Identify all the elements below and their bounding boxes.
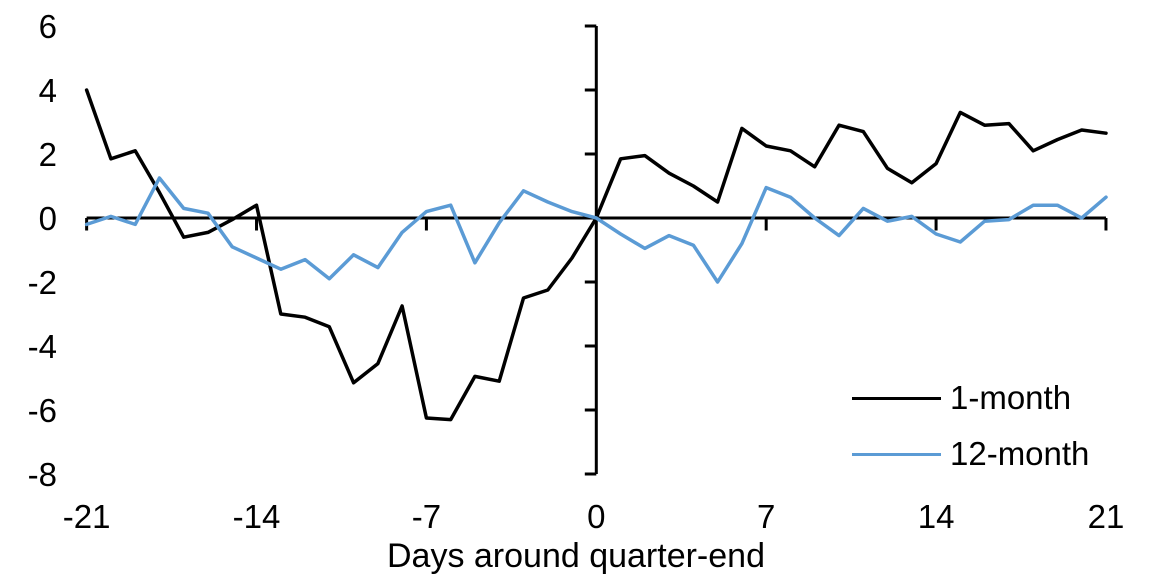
x-tick-label: -14 — [233, 498, 281, 535]
legend-line-1-month-icon — [852, 396, 941, 400]
y-tick-label: 2 — [39, 136, 57, 173]
y-tick-label: -2 — [28, 264, 57, 301]
series-line-12-month — [84, 176, 1108, 284]
y-tick-label: -4 — [28, 328, 57, 365]
legend-item-1-month: 1-month — [852, 376, 1089, 420]
y-tick-label: -8 — [28, 456, 57, 493]
x-tick-label: 21 — [1088, 498, 1125, 535]
legend-item-12-month: 12-month — [852, 432, 1089, 476]
x-tick-label: -7 — [412, 498, 441, 535]
x-tick-label: 0 — [587, 498, 605, 535]
x-tick-label: -21 — [63, 498, 111, 535]
legend-label-1-month: 1-month — [950, 379, 1072, 416]
x-tick-label: 14 — [918, 498, 955, 535]
legend-label-12-month: 12-month — [950, 435, 1090, 472]
y-tick-label: -6 — [28, 392, 57, 429]
y-tick-label: 0 — [39, 200, 57, 237]
x-tick-label: 7 — [757, 498, 775, 535]
x-axis-title: Days around quarter-end — [386, 537, 765, 575]
y-tick-label: 6 — [39, 8, 57, 45]
y-tick-label: 4 — [39, 72, 57, 109]
legend-line-12-month-icon — [852, 452, 941, 456]
legend: 1-month 12-month — [852, 376, 1089, 488]
